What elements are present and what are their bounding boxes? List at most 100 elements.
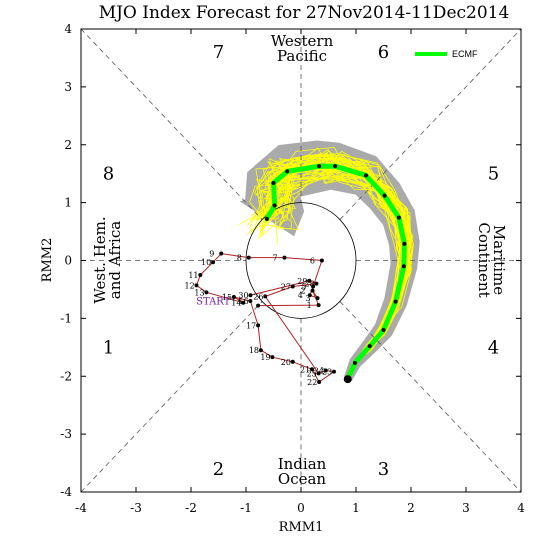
region-top-line2: Pacific bbox=[277, 47, 327, 65]
x-tick-label: 2 bbox=[407, 501, 415, 515]
observed-point bbox=[310, 288, 315, 293]
forecast-mean-line bbox=[264, 163, 407, 382]
observed-point bbox=[248, 299, 253, 304]
observed-day-label: 5 bbox=[301, 283, 306, 292]
diagonal-guide bbox=[339, 301, 522, 493]
observed-day-label: 26 bbox=[253, 292, 263, 301]
phase-number: 7 bbox=[213, 42, 224, 63]
forecast-point bbox=[396, 215, 401, 220]
observed-day-label: 14 bbox=[231, 299, 241, 308]
y-tick-label: -1 bbox=[60, 311, 72, 325]
observed-day-label: 9 bbox=[209, 250, 214, 259]
observed-point bbox=[194, 283, 199, 288]
forecast-point bbox=[363, 173, 368, 178]
phase-number: 1 bbox=[103, 337, 114, 358]
observed-point bbox=[319, 258, 324, 263]
observed-day-label: 19 bbox=[260, 353, 270, 362]
observed-day-label: 6 bbox=[310, 257, 315, 266]
forecast-point bbox=[343, 375, 352, 384]
x-tick-label: 3 bbox=[462, 501, 470, 515]
chart-title: MJO Index Forecast for 27Nov2014-11Dec20… bbox=[99, 3, 510, 23]
forecast-point bbox=[317, 164, 322, 169]
observed-point bbox=[323, 368, 328, 373]
observed-point bbox=[219, 251, 224, 256]
x-tick-label: 0 bbox=[297, 501, 305, 515]
observed-day-label: 16 bbox=[238, 297, 248, 306]
y-tick-label: 1 bbox=[64, 196, 72, 210]
region-left-line2: and Africa bbox=[106, 221, 124, 299]
observed-point bbox=[315, 296, 320, 301]
observed-day-label: 22 bbox=[307, 378, 317, 387]
y-axis-label: RMM2 bbox=[40, 238, 55, 283]
y-tick-label: 3 bbox=[64, 80, 72, 94]
y-tick-label: -2 bbox=[60, 369, 72, 383]
observed-point bbox=[258, 348, 263, 353]
observed-point bbox=[290, 284, 295, 289]
x-tick-label: 4 bbox=[517, 501, 525, 515]
region-left-line1: West. Hem. bbox=[91, 216, 109, 303]
observed-point bbox=[332, 369, 336, 374]
y-tick-label: 2 bbox=[64, 138, 72, 152]
observed-day-label: 21 bbox=[300, 365, 310, 374]
observed-day-label: 28 bbox=[304, 280, 314, 289]
observed-point bbox=[310, 367, 314, 372]
observed-point bbox=[246, 255, 251, 260]
y-tick-label: -3 bbox=[60, 427, 72, 441]
observed-point bbox=[248, 293, 253, 298]
forecast-point bbox=[333, 164, 338, 169]
observed-point bbox=[256, 323, 261, 328]
observed-point bbox=[263, 294, 268, 299]
observed-day-label: 1 bbox=[307, 301, 312, 310]
observed-day-label: 2 bbox=[301, 287, 306, 296]
observed-point bbox=[307, 278, 312, 283]
forecast-point bbox=[285, 169, 290, 174]
observed-day-label: 15 bbox=[222, 293, 232, 302]
observed-day-label: 18 bbox=[249, 346, 259, 355]
forecast-point bbox=[382, 193, 387, 198]
region-right-line2: Continent bbox=[475, 222, 493, 297]
observed-day-label: 17 bbox=[246, 321, 256, 330]
forecast-point bbox=[271, 180, 276, 185]
forecast-point bbox=[402, 241, 407, 246]
forecast-mean-track bbox=[264, 163, 407, 384]
observed-day-label: 24 bbox=[314, 366, 324, 375]
observed-point bbox=[316, 371, 321, 376]
observed-point bbox=[211, 260, 215, 265]
observed-day-label: 4 bbox=[298, 291, 303, 300]
observed-point bbox=[317, 380, 322, 385]
region-bottom-line1: Indian bbox=[278, 455, 327, 473]
forecast-point bbox=[401, 264, 406, 269]
x-tick-label: -4 bbox=[75, 501, 87, 515]
observed-day-label: 25 bbox=[307, 369, 317, 378]
phase-number: 6 bbox=[378, 42, 389, 63]
observed-day-label: 20 bbox=[281, 358, 291, 367]
y-tick-label: 4 bbox=[64, 22, 72, 36]
forecast-point bbox=[381, 327, 386, 332]
legend-label: ECMF bbox=[452, 49, 478, 59]
forecast-point bbox=[264, 216, 269, 221]
forecast-point bbox=[393, 299, 398, 304]
observed-day-label: 8 bbox=[237, 254, 242, 263]
observed-day-label: 29 bbox=[297, 277, 307, 286]
observed-point bbox=[311, 284, 316, 289]
observed-point bbox=[198, 272, 203, 277]
observed-point bbox=[314, 281, 319, 286]
observed-day-label: 13 bbox=[194, 288, 204, 297]
phase-number: 4 bbox=[488, 337, 499, 358]
x-axis-label: RMM1 bbox=[279, 520, 324, 535]
diagonal-guide bbox=[80, 301, 263, 493]
y-tick-label: 0 bbox=[64, 254, 72, 268]
observed-point bbox=[307, 293, 312, 298]
x-tick-label: -3 bbox=[130, 501, 142, 515]
observed-day-label: 10 bbox=[201, 258, 211, 267]
observed-day-label: 27 bbox=[281, 283, 291, 292]
observed-point bbox=[290, 359, 295, 364]
observed-day-label: 7 bbox=[273, 254, 278, 263]
diagonal-guide bbox=[80, 28, 263, 220]
observed-day-label: 30 bbox=[238, 291, 248, 300]
observed-point bbox=[231, 294, 236, 299]
unit-circle bbox=[245, 202, 357, 319]
region-bottom-line2: Ocean bbox=[278, 470, 327, 488]
